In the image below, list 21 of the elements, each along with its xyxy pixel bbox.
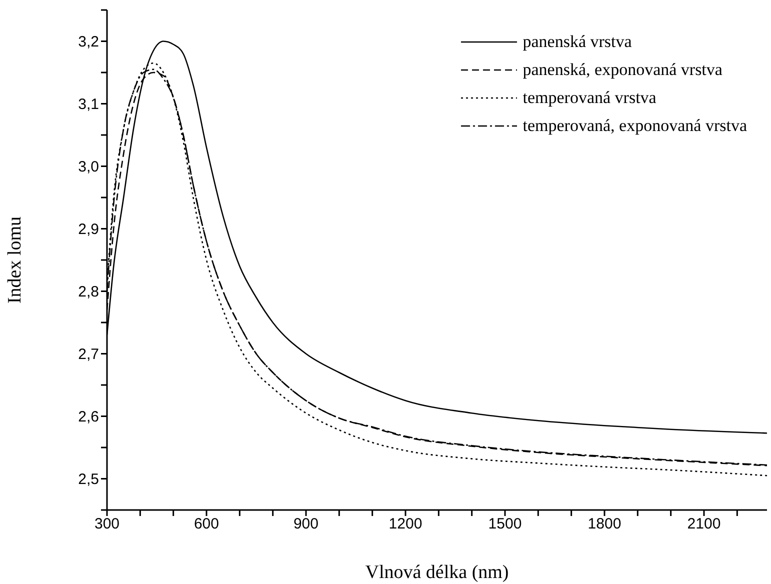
legend-label: temperovaná vrstva (522, 88, 656, 108)
x-tick-label: 900 (293, 516, 319, 533)
y-tick-label: 2,6 (78, 408, 99, 426)
x-tick-label: 1500 (488, 516, 522, 533)
x-tick-label: 2100 (687, 516, 721, 533)
x-tick-label: 300 (94, 516, 120, 533)
x-axis-title: Vlnová délka (nm) (365, 562, 509, 583)
y-axis-title: Index lomu (4, 216, 26, 304)
y-tick-label: 3,2 (78, 34, 99, 51)
y-tick-label: 3,1 (78, 96, 99, 114)
legend-label: panenská vrstva (522, 32, 632, 52)
y-tick-label: 2,5 (78, 471, 99, 488)
y-tick-label: 2,7 (78, 346, 99, 364)
y-tick-label: 2,9 (78, 221, 99, 238)
y-tick-label: 2,8 (78, 284, 99, 301)
x-tick-label: 1200 (388, 516, 422, 533)
x-tick-label: 600 (194, 516, 220, 533)
x-tick-label: 1800 (588, 516, 622, 533)
legend-label: temperovaná, exponovaná vrstva (522, 116, 747, 136)
legend-label: panenská, exponovaná vrstva (522, 60, 722, 80)
y-tick-label: 3,0 (78, 158, 99, 176)
